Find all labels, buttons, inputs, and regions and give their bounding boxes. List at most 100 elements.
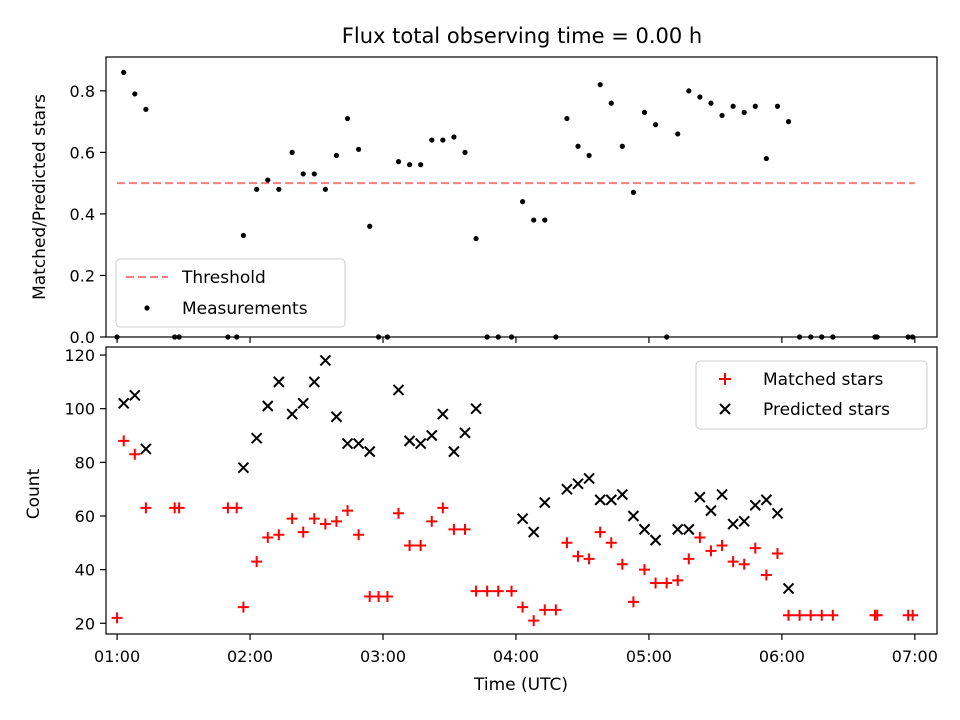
measurement-point [473, 235, 479, 242]
predicted-star-point [527, 526, 540, 538]
predicted-star-point [414, 437, 427, 450]
matched-star-point [470, 585, 482, 597]
predicted-star-point [672, 523, 684, 536]
legend-matched-label: Matched stars [763, 370, 883, 390]
measurement-point [675, 131, 681, 137]
predicted-star-point [341, 437, 354, 450]
matched-star-point [871, 609, 883, 621]
matched-star-point [415, 539, 427, 551]
predicted-star-point [572, 478, 584, 490]
measurement-point [575, 143, 581, 149]
matched-star-point [716, 539, 728, 551]
legend-measurements-label: Measurements [182, 299, 308, 319]
predicted-star-point [118, 397, 130, 410]
predicted-star-point [273, 376, 285, 388]
top-y-tick-label: 0.2 [70, 266, 95, 285]
predicted-star-point [539, 496, 551, 509]
predicted-star-point [605, 494, 617, 506]
measurement-point [429, 137, 435, 143]
top-legend: Threshold Measurements [115, 258, 346, 328]
predicted-star-point [470, 402, 482, 415]
top-y-tick-label: 0.6 [70, 143, 95, 162]
measurement-point [276, 186, 282, 192]
matched-star-point [605, 537, 617, 549]
matched-star-point [237, 601, 249, 613]
matched-star-point [381, 590, 393, 602]
predicted-star-point [749, 499, 761, 511]
top-y-axis: 0.0 0.2 0.4 0.6 0.8 [70, 82, 106, 347]
matched-star-point [481, 585, 493, 597]
matched-star-point [173, 502, 185, 514]
matched-star-point [616, 558, 628, 570]
top-x-axis [116, 337, 916, 343]
predicted-star-point [583, 472, 595, 485]
top-legend-box [115, 258, 346, 328]
measurement-point [132, 91, 138, 97]
matched-star-point [572, 550, 584, 562]
predicted-star-point [286, 408, 298, 420]
measurement-point [531, 217, 537, 223]
predicted-star-point [516, 512, 529, 525]
matched-star-point [827, 609, 839, 621]
predicted-star-point [638, 523, 651, 536]
bottom-x-tick-label: 05:00 [626, 647, 672, 666]
predicted-star-point [403, 435, 416, 447]
matched-star-point [805, 609, 817, 621]
top-y-tick-label: 0.4 [70, 205, 95, 224]
bottom-y-tick-label: 20 [75, 614, 95, 633]
predicted-star-point [649, 534, 662, 546]
measurement-point [520, 199, 526, 205]
predicted-star-point [627, 510, 640, 522]
matched-star-point [231, 502, 243, 514]
matched-star-point [594, 526, 606, 538]
bottom-y-tick-label: 120 [64, 346, 95, 365]
measurement-point [440, 137, 446, 143]
measurement-point [564, 115, 570, 122]
matched-star-point [794, 609, 806, 621]
measurement-point [619, 143, 625, 149]
bottom-y-tick-label: 100 [64, 400, 95, 419]
matched-star-point [661, 577, 673, 589]
measurement-point [586, 152, 592, 159]
predicted-star-point [782, 582, 795, 595]
bottom-panel: 20 40 60 80 100 120 01:00 02:00 03:00 04:00 05:00… [24, 346, 938, 695]
matched-star-point [539, 604, 551, 616]
measurement-point [406, 162, 413, 168]
predicted-star-point [448, 445, 460, 458]
measurement-point [741, 109, 747, 115]
matched-star-point [705, 545, 717, 557]
measurement-point [686, 88, 692, 94]
measurement-point [265, 177, 271, 183]
measurement-point [367, 223, 373, 229]
matched-star-point [286, 513, 298, 525]
measurement-point [451, 134, 457, 140]
top-panel: 0.00.20.40.60.8 Matched/Predicted stars … [30, 56, 938, 347]
bottom-plot-area [111, 354, 919, 627]
measurement-point [730, 103, 736, 109]
bottom-legend-box [695, 360, 928, 430]
predicted-star-point [426, 429, 438, 442]
bottom-x-tick-label: 04:00 [493, 647, 539, 666]
measurement-point [395, 159, 402, 165]
measurement-point [143, 106, 149, 112]
predicted-star-point [594, 494, 606, 506]
measurement-point [774, 103, 781, 109]
matched-star-point [727, 556, 739, 568]
chart-title: Flux total observing time = 0.00 h [342, 24, 702, 48]
matched-star-point [273, 529, 285, 541]
matched-star-point [319, 518, 331, 530]
matched-star-point [308, 513, 320, 525]
measurement-point [311, 171, 317, 177]
predicted-star-point [694, 491, 706, 503]
predicted-star-point [459, 427, 471, 439]
matched-star-point [297, 526, 309, 538]
predicted-star-point [437, 408, 449, 420]
matched-star-point [437, 502, 449, 514]
bottom-y-tick-label: 60 [75, 507, 95, 526]
bottom-y-tick-label: 80 [75, 453, 95, 472]
measurement-point [630, 189, 637, 195]
matched-star-point [404, 539, 416, 551]
matched-star-point [262, 531, 274, 543]
